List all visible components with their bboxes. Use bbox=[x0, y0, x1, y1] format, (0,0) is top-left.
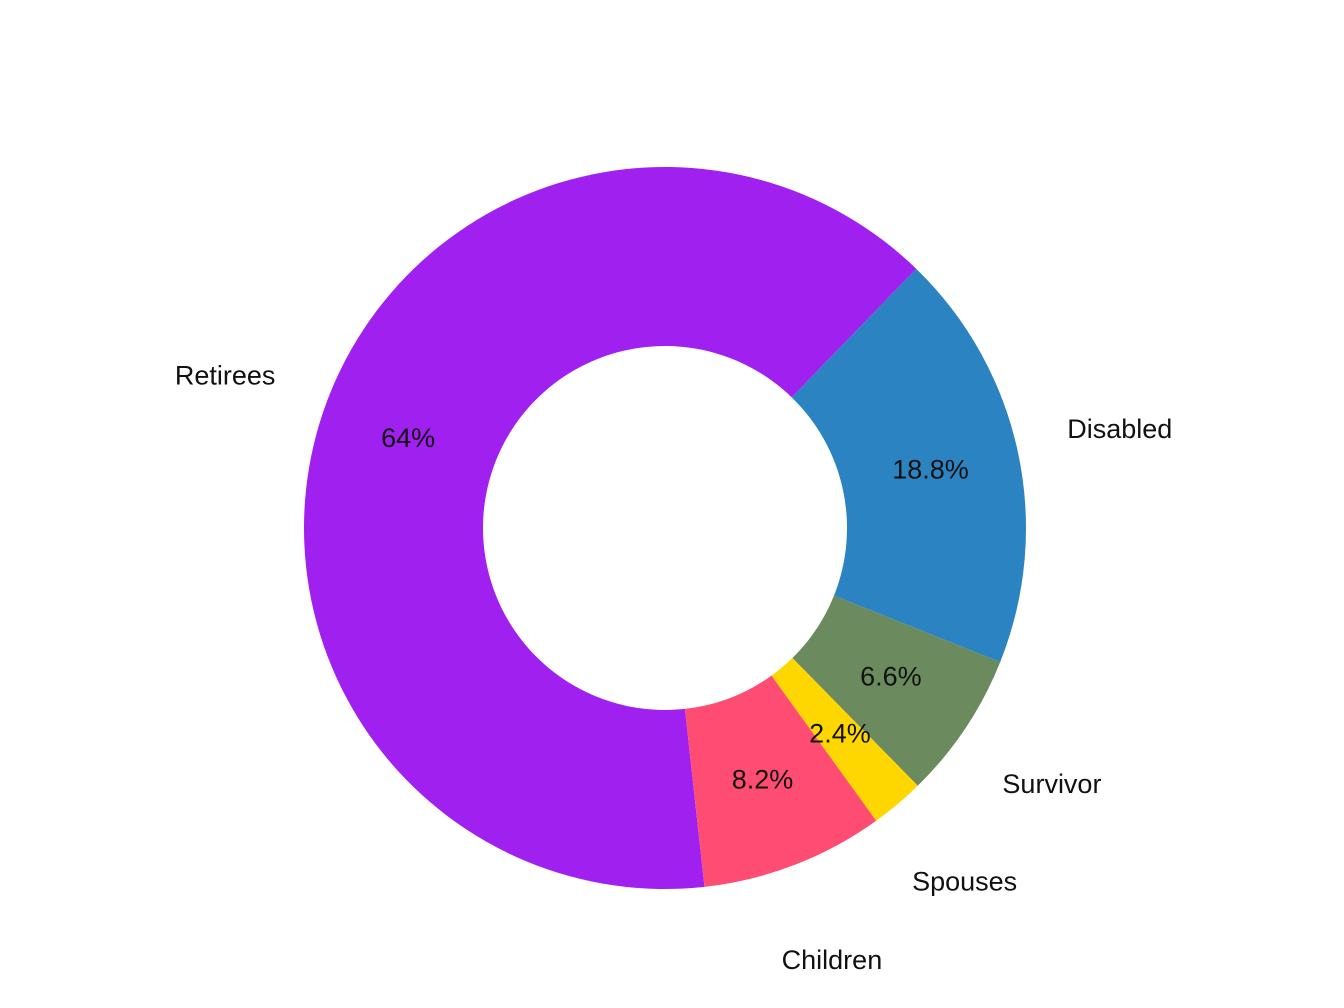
category-labels: Retirees Disabled Survivor Spouses Children bbox=[175, 360, 1172, 975]
slice-survivor bbox=[792, 595, 1001, 786]
category-label-children: Children bbox=[782, 945, 883, 975]
value-label-retirees: 64% bbox=[381, 423, 435, 453]
category-label-disabled: Disabled bbox=[1067, 414, 1172, 444]
donut-slices bbox=[303, 166, 1026, 890]
value-labels: 64% 18.8% 6.6% 2.4% 8.2% bbox=[381, 423, 969, 794]
category-label-retirees: Retirees bbox=[175, 360, 276, 390]
slice-retirees bbox=[303, 166, 917, 890]
value-label-survivor: 6.6% bbox=[860, 662, 922, 692]
value-label-children: 8.2% bbox=[732, 765, 794, 795]
slice-spouses bbox=[771, 657, 918, 821]
category-label-survivor: Survivor bbox=[1002, 769, 1101, 799]
category-label-spouses: Spouses bbox=[912, 867, 1017, 897]
value-label-spouses: 2.4% bbox=[809, 719, 871, 749]
slice-disabled bbox=[791, 268, 1026, 663]
slice-children bbox=[684, 675, 877, 887]
value-label-disabled: 18.8% bbox=[892, 454, 969, 484]
